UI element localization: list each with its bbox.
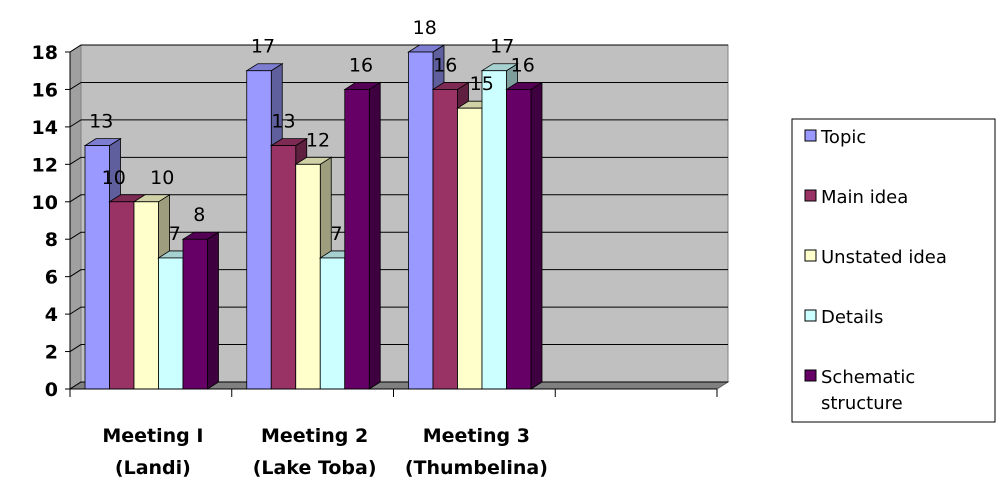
data-label: 8 <box>193 204 205 226</box>
bar-front <box>319 257 346 390</box>
legend-label: Main idea <box>821 187 908 208</box>
data-label: 10 <box>102 167 126 189</box>
bar-side <box>368 81 381 390</box>
legend-label: Unstated idea <box>821 247 947 268</box>
legend-label: Schematic <box>821 367 915 388</box>
bars <box>83 44 544 390</box>
data-label: 18 <box>413 17 437 39</box>
data-label: 17 <box>251 36 275 58</box>
bar-front <box>133 201 159 390</box>
bar-front <box>344 89 370 390</box>
axes: 0 2 4 6 8 10 12 14 16 18 Meeting I (Landi) Meeting 2… <box>32 42 718 479</box>
data-label: 16 <box>349 54 373 76</box>
y-tick-label: 4 <box>45 304 58 326</box>
legend-box <box>791 118 996 423</box>
y-tick-label: 0 <box>45 379 58 401</box>
legend-label: Topic <box>820 127 866 148</box>
bar-front <box>84 145 110 390</box>
x-category-label: Meeting I <box>102 425 203 447</box>
legend-label: Details <box>821 307 883 328</box>
legend: Topic Main idea Unstated idea Details Schema… <box>791 118 996 423</box>
legend-swatch <box>804 189 817 202</box>
y-tick-label: 12 <box>32 154 58 176</box>
y-tick-label: 6 <box>45 267 58 289</box>
x-category-label: (Landi) <box>115 457 191 479</box>
y-tick-label: 10 <box>32 192 58 214</box>
bar-side <box>207 231 219 390</box>
y-tick-label: 18 <box>32 42 58 64</box>
data-label: 13 <box>271 111 295 133</box>
legend-swatch <box>804 369 817 382</box>
y-tick-label: 8 <box>45 229 58 251</box>
gridline <box>69 44 728 53</box>
plot-side-wall <box>69 44 82 390</box>
data-label: 16 <box>511 54 535 76</box>
bar-front <box>506 89 532 390</box>
bar-front <box>481 70 507 390</box>
data-label: 7 <box>330 223 342 245</box>
data-label: 16 <box>433 54 457 76</box>
bar-schematic-structure <box>505 81 544 390</box>
y-tick-label: 14 <box>32 117 58 139</box>
data-label: 17 <box>490 36 514 58</box>
bar-front <box>432 89 458 390</box>
x-category-label: Meeting 2 <box>261 425 368 447</box>
x-category-label: (Lake Toba) <box>253 457 377 479</box>
bar-schematic-structure <box>343 81 382 390</box>
legend-label: structure <box>821 393 903 414</box>
legend-swatch <box>804 129 817 142</box>
data-label: 7 <box>169 223 181 245</box>
bar-front <box>109 201 135 390</box>
bar-schematic-structure <box>181 231 220 390</box>
y-tick-label: 16 <box>32 79 58 101</box>
y-tick-label: 2 <box>45 342 58 364</box>
bar-front <box>246 70 272 390</box>
x-category-label: (Thumbelina) <box>405 457 548 479</box>
bar-side <box>530 81 543 390</box>
bar-front <box>158 257 184 390</box>
legend-swatch <box>804 309 817 322</box>
data-label: 15 <box>470 73 494 95</box>
bar-front <box>408 51 434 390</box>
legend-swatch <box>804 249 817 262</box>
data-label: 10 <box>150 167 174 189</box>
bar-front <box>270 145 297 390</box>
data-label: 12 <box>306 129 330 151</box>
data-label: 13 <box>89 111 113 133</box>
x-category-label: Meeting 3 <box>423 425 530 447</box>
bar-front <box>182 238 208 390</box>
bar-front <box>295 163 321 390</box>
bar-front <box>457 107 483 390</box>
